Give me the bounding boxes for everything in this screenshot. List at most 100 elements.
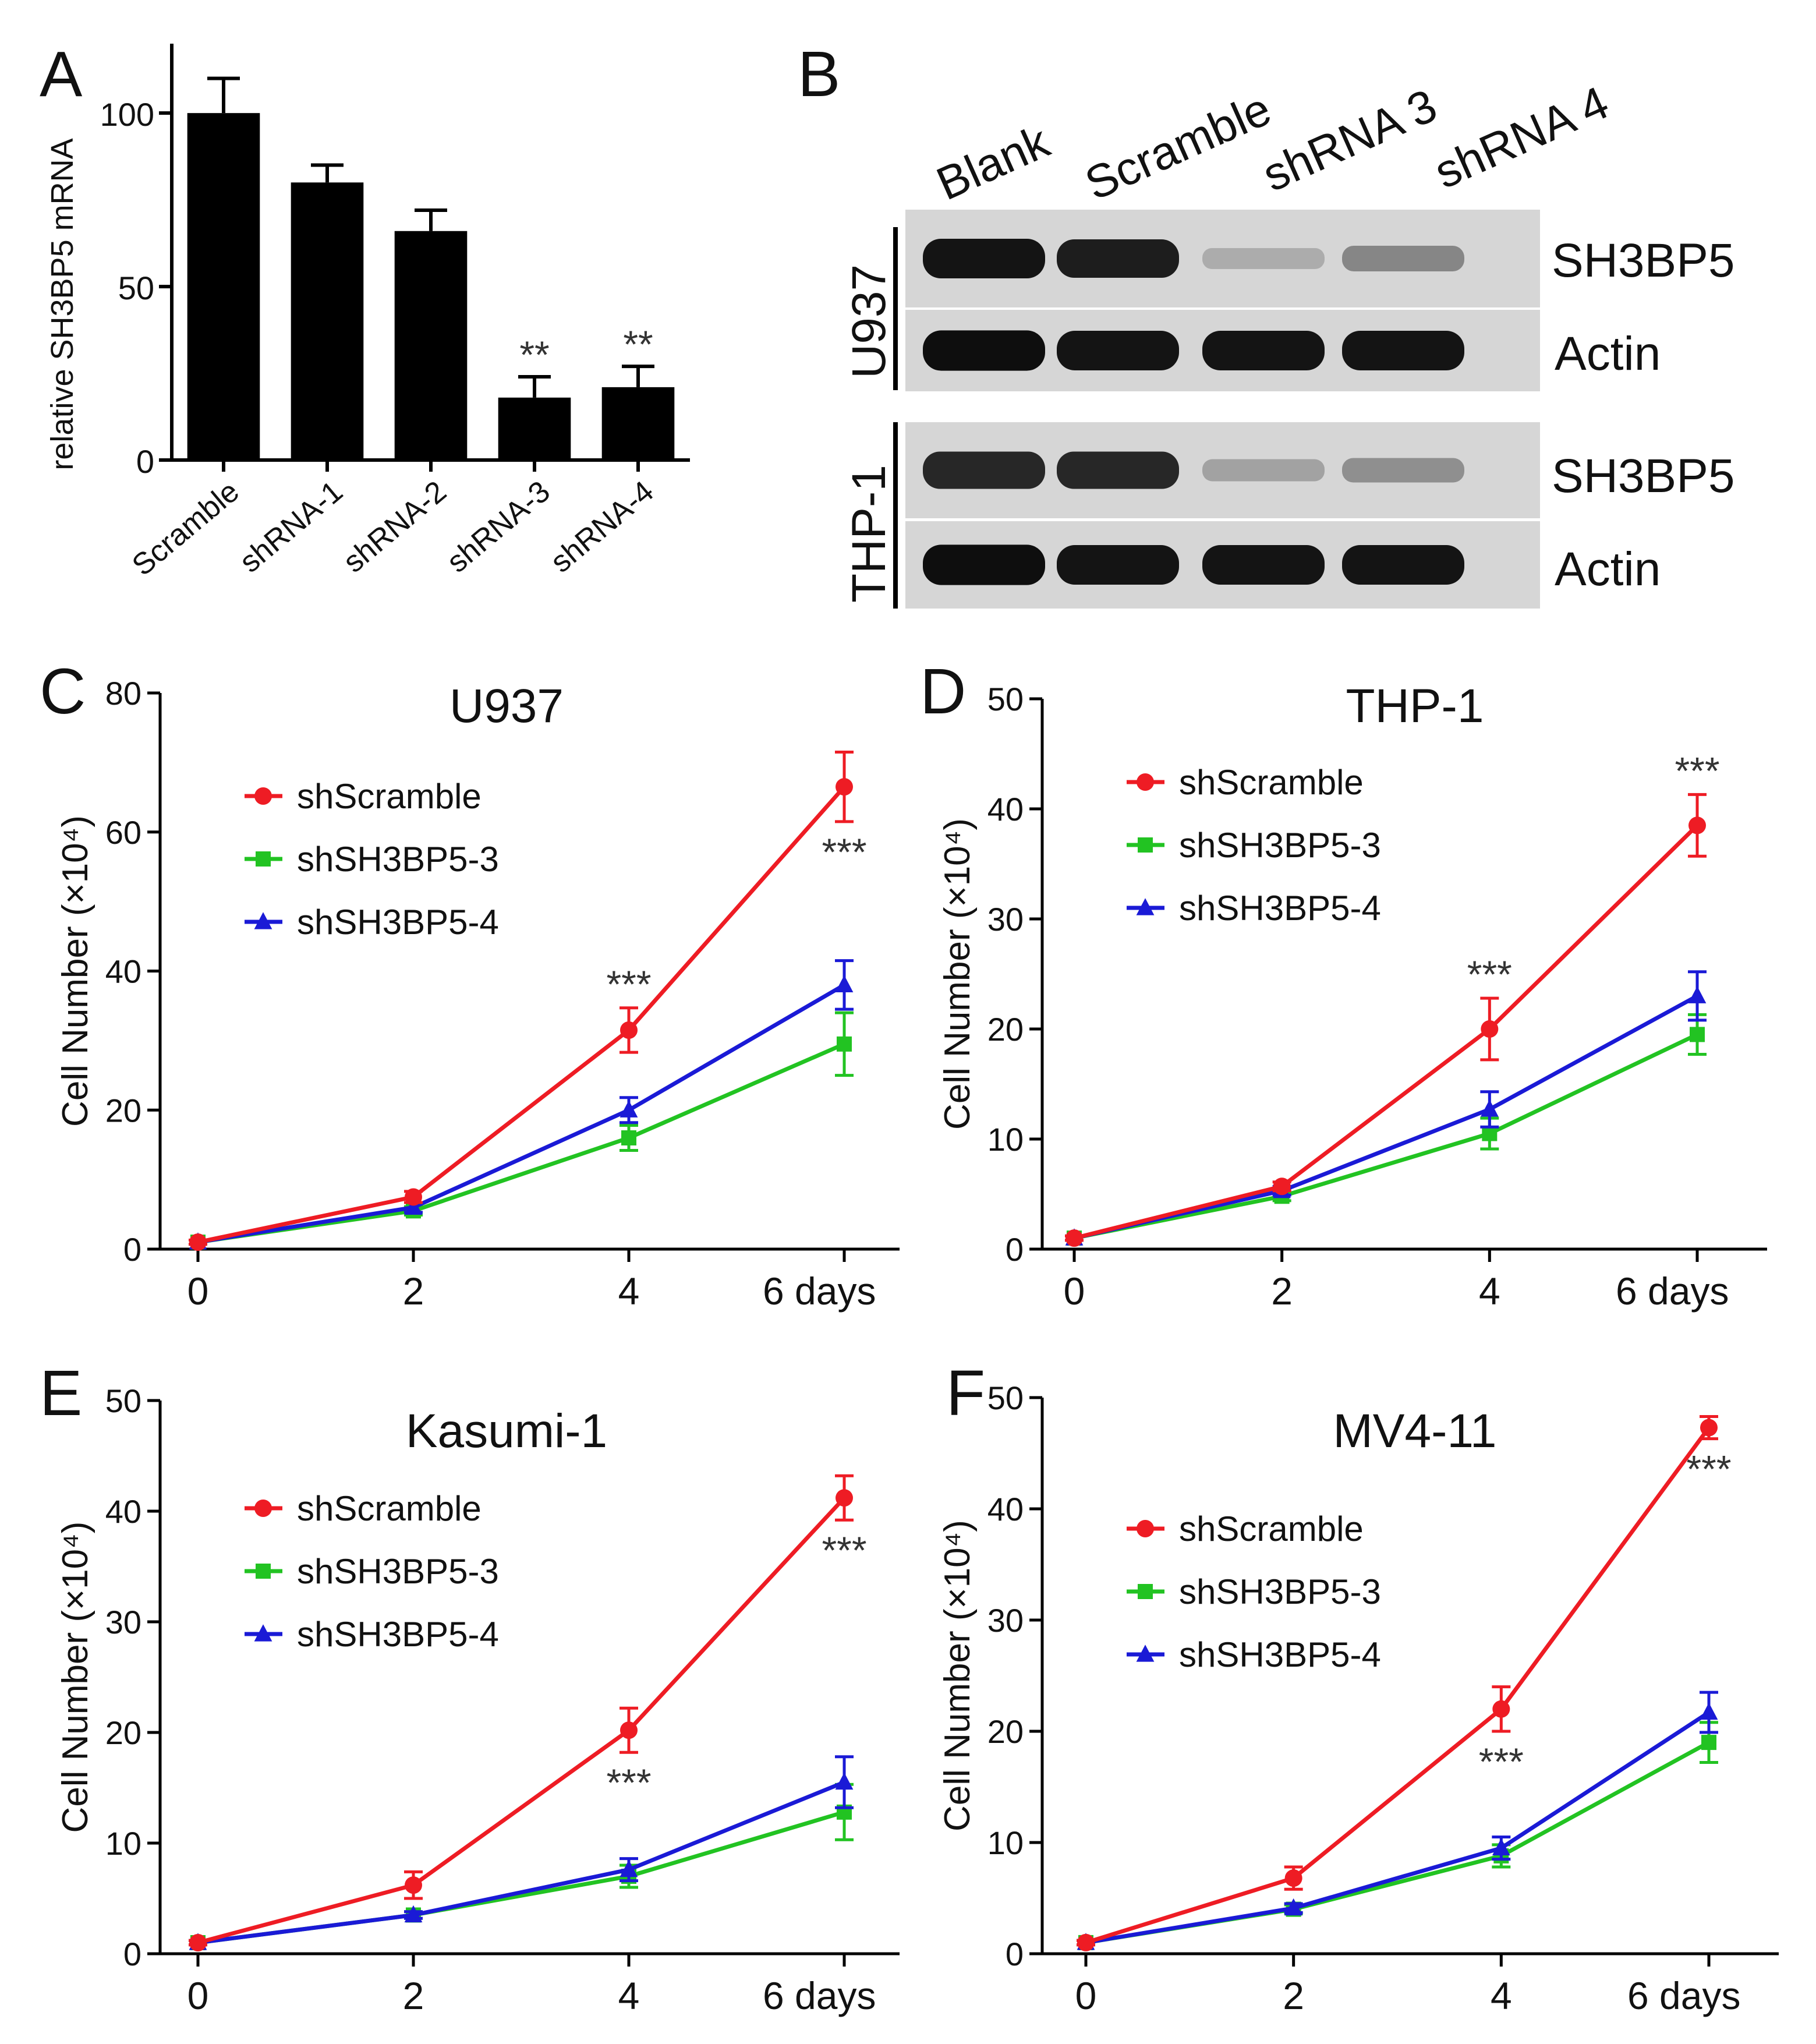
legend-label: shScramble [297, 1489, 482, 1528]
chart-title: U937 [449, 680, 564, 733]
series-line [197, 1810, 845, 1945]
data-point [836, 1489, 853, 1507]
data-point [1690, 1027, 1705, 1042]
y-tick-label: 40 [987, 791, 1024, 827]
data-point [1136, 898, 1155, 915]
blot-band [1202, 545, 1325, 585]
x-tick-label: 6 days [1616, 1269, 1729, 1313]
blot-protein-label: Actin [1555, 543, 1661, 596]
blot-band [1057, 239, 1179, 278]
legend-label: shScramble [297, 777, 482, 816]
y-tick-label: 30 [987, 1602, 1024, 1639]
data-point [1700, 1702, 1718, 1720]
y-tick-label: 0 [136, 443, 154, 480]
data-point [1138, 1584, 1153, 1599]
series-line [1085, 1426, 1711, 1945]
chart-title: Kasumi-1 [406, 1405, 607, 1458]
panel-letter-e: E [40, 1357, 82, 1429]
x-tick-label: shRNA-4 [544, 475, 660, 579]
y-tick-label: 40 [987, 1491, 1024, 1527]
data-point [254, 787, 272, 805]
data-point [405, 1188, 422, 1206]
panel-letter-b: B [798, 38, 840, 110]
legend-label: shSH3BP5-3 [1179, 1572, 1381, 1611]
y-axis-title: relative SH3BP5 mRNA [45, 138, 80, 470]
blot-band [923, 239, 1045, 278]
data-point [1077, 1933, 1095, 1951]
blot-band [1057, 545, 1179, 585]
blot-band [1057, 331, 1179, 370]
x-tick-label: 4 [618, 1269, 640, 1313]
legend-label: shSH3BP5-4 [1179, 1635, 1381, 1674]
y-tick-label: 0 [123, 1231, 141, 1268]
x-tick-label: 2 [403, 1974, 424, 2017]
line-chart-panel-e: 0 10 20 30 40 50 0 2 4 6 days Cell Number (×10⁴) Ka… [55, 1382, 900, 2017]
series-line [197, 1042, 845, 1244]
panel-letter-c: C [40, 656, 86, 727]
y-tick-label: 20 [105, 1714, 141, 1751]
data-point [1688, 816, 1706, 834]
significance-marker: *** [1467, 953, 1512, 996]
blot-lane-label: Scramble [1078, 83, 1279, 210]
significance-marker: *** [822, 830, 866, 874]
y-tick-label: 60 [105, 814, 141, 851]
significance-marker: ** [519, 333, 549, 376]
blot-band [923, 451, 1045, 489]
line-chart-panel-d: 0 10 20 30 40 50 0 2 4 6 days Cell Number (×10⁴) TH… [937, 680, 1767, 1313]
chart-title: THP-1 [1346, 680, 1484, 733]
data-point [1688, 986, 1707, 1003]
significance-marker: *** [1686, 1448, 1731, 1491]
blot-protein-label: SH3BP5 [1552, 234, 1735, 287]
line-chart-panel-f: 0 10 20 30 40 50 0 2 4 6 days Cell Number (×10⁴) MV… [937, 1380, 1779, 2017]
data-point [1284, 1869, 1302, 1887]
blot-cell-line-label: THP-1 [842, 465, 895, 603]
x-tick-label: Scramble [126, 475, 246, 583]
data-point [1138, 837, 1153, 853]
data-point [620, 1021, 638, 1039]
data-point [404, 1197, 423, 1215]
x-tick-label: 0 [1075, 1974, 1097, 2017]
x-tick-label: 0 [187, 1974, 209, 2017]
y-axis-title: Cell Number (×10⁴) [937, 1520, 978, 1831]
x-tick-label: 2 [1283, 1974, 1304, 2017]
significance-marker: *** [1675, 749, 1719, 792]
bar [394, 231, 468, 460]
y-tick-label: 0 [123, 1936, 141, 1972]
data-point [620, 1721, 638, 1739]
y-tick-label: 50 [987, 681, 1024, 717]
series-line [197, 1780, 845, 1945]
chart-title: MV4-11 [1333, 1405, 1496, 1458]
y-tick-label: 50 [118, 270, 154, 306]
blot-band [1342, 545, 1464, 585]
data-point [1492, 1838, 1510, 1856]
bar [291, 182, 364, 460]
blot-lane-label: shRNA 3 [1255, 79, 1445, 201]
x-tick-label: 2 [403, 1269, 424, 1313]
significance-marker: *** [822, 1529, 866, 1572]
y-tick-label: 20 [987, 1713, 1024, 1750]
x-tick-label: 4 [1479, 1269, 1500, 1313]
legend-label: shSH3BP5-3 [1179, 826, 1381, 865]
data-point [189, 1934, 207, 1951]
x-tick-label: 2 [1271, 1269, 1293, 1313]
data-point [405, 1876, 422, 1894]
y-tick-label: 80 [105, 675, 141, 712]
y-tick-label: 0 [1006, 1936, 1024, 1972]
data-point [1284, 1898, 1303, 1916]
data-point [1701, 1735, 1716, 1751]
bar [187, 113, 260, 460]
legend-label: shSH3BP5-3 [297, 1552, 499, 1591]
panel-letter-d: D [920, 656, 966, 727]
data-point [1136, 1645, 1155, 1662]
x-tick-label: shRNA-3 [441, 475, 557, 579]
blot-band [1202, 248, 1325, 269]
significance-marker: *** [1479, 1740, 1524, 1783]
panel-letter-f: F [946, 1357, 985, 1429]
series-line [1074, 823, 1699, 1240]
series-line [1074, 994, 1698, 1240]
y-tick-label: 30 [987, 901, 1024, 938]
y-axis-title: Cell Number (×10⁴) [55, 815, 95, 1127]
y-tick-label: 20 [987, 1011, 1024, 1048]
data-point [1480, 1099, 1499, 1117]
